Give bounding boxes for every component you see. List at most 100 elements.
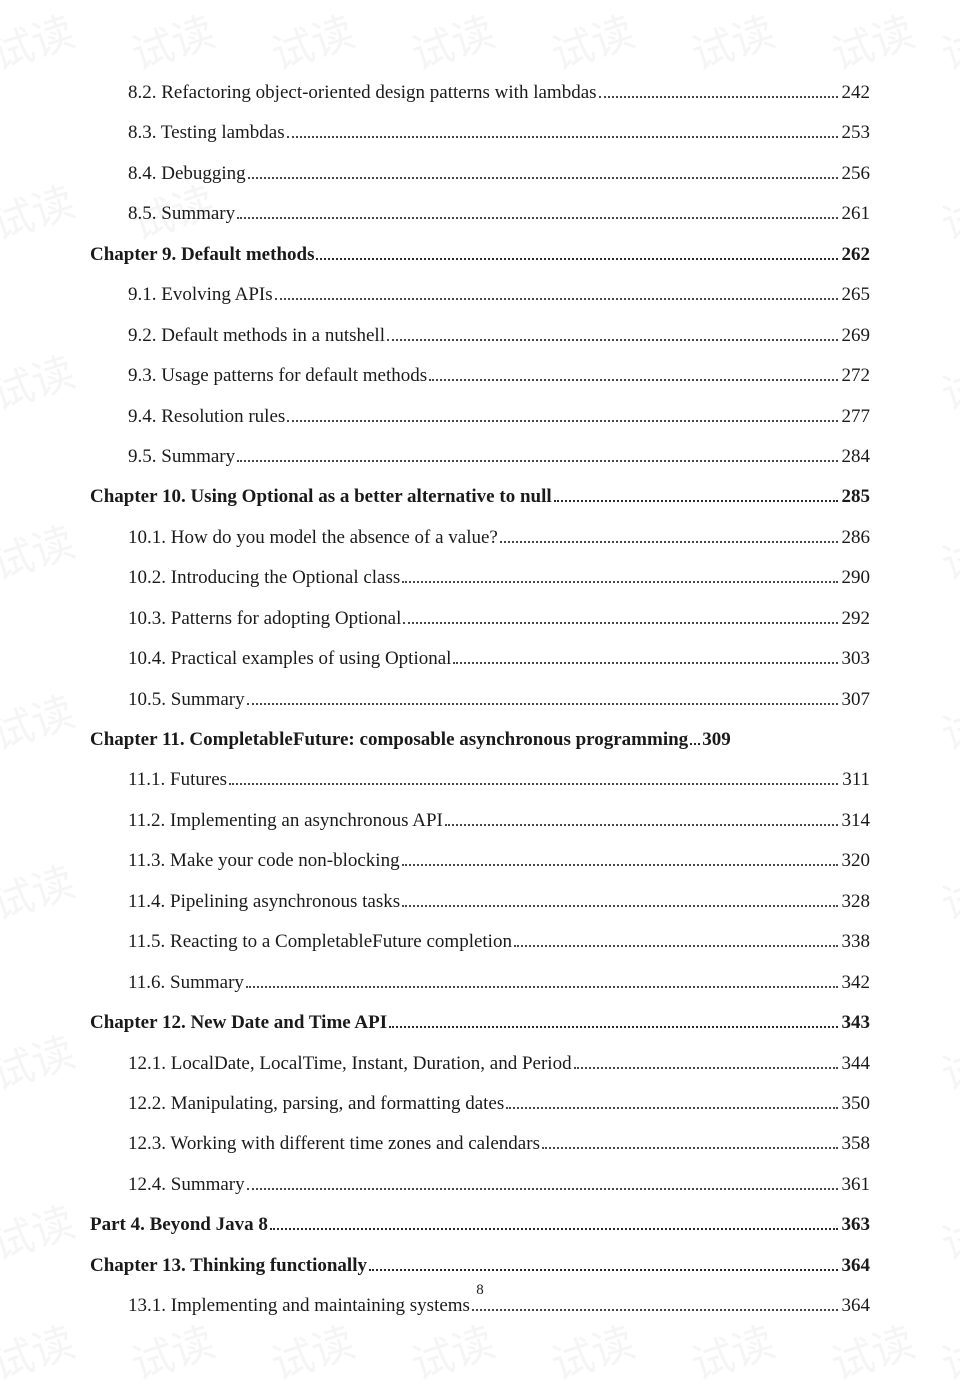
toc-entry: 11.2. Implementing an asynchronous API 31… (128, 806, 870, 835)
toc-page: 358 (842, 1129, 871, 1158)
toc-entry: 11.4. Pipelining asynchronous tasks 328 (128, 887, 870, 916)
toc-leader (403, 622, 837, 624)
toc-leader (229, 783, 838, 785)
toc-leader (429, 379, 837, 381)
toc-page: 343 (842, 1008, 871, 1037)
toc-title: 8.5. Summary (128, 199, 235, 228)
watermark-text: 试读 (403, 1309, 502, 1393)
toc-page: 292 (842, 604, 871, 633)
toc-page: 277 (842, 402, 871, 431)
toc-entry: 11.3. Make your code non-blocking 320 (128, 846, 870, 875)
toc-entry: 8.5. Summary 261 (128, 199, 870, 228)
toc-page: 290 (842, 563, 871, 592)
toc-leader (445, 824, 838, 826)
toc-entry: 10.3. Patterns for adopting Optional 292 (128, 604, 870, 633)
toc-title: 12.3. Working with different time zones … (128, 1129, 540, 1158)
toc-page: 269 (842, 321, 871, 350)
toc-entry: 11.6. Summary342 (128, 968, 870, 997)
toc-page: 286 (842, 523, 871, 552)
toc-leader (402, 864, 838, 866)
toc-leader (514, 945, 838, 947)
toc-title: 10.3. Patterns for adopting Optional (128, 604, 401, 633)
toc-entry: 11.5. Reacting to a CompletableFuture co… (128, 927, 870, 956)
toc-page: 361 (842, 1170, 871, 1199)
toc-title: 12.1. LocalDate, LocalTime, Instant, Dur… (128, 1049, 572, 1078)
watermark-text: 试读 (0, 1309, 81, 1393)
toc-leader (554, 500, 838, 502)
toc-page: 364 (842, 1251, 871, 1280)
toc-page: 284 (842, 442, 871, 471)
toc-page: 328 (842, 887, 871, 916)
toc-leader (574, 1067, 838, 1069)
toc-entry: 10.5. Summary 307 (128, 685, 870, 714)
toc-title: Chapter 10. Using Optional as a better a… (90, 482, 552, 511)
toc-leader (387, 339, 838, 341)
toc-entry: 9.1. Evolving APIs 265 (128, 280, 870, 309)
toc-entry: 12.2. Manipulating, parsing, and formatt… (128, 1089, 870, 1118)
toc-leader (690, 743, 700, 745)
watermark-text: 试读 (543, 1309, 642, 1393)
toc-entry: 12.4. Summary361 (128, 1170, 870, 1199)
toc-title: Chapter 13. Thinking functionally (90, 1251, 367, 1280)
toc-entry: 9.3. Usage patterns for default methods 2… (128, 361, 870, 390)
toc-leader (287, 420, 837, 422)
toc-entry: 12.3. Working with different time zones … (128, 1129, 870, 1158)
toc-title: 11.1. Futures (128, 765, 227, 794)
page-number: 8 (0, 1282, 960, 1299)
toc-leader (389, 1026, 837, 1028)
toc-entry: 10.2. Introducing the Optional class 290 (128, 563, 870, 592)
toc-title: 9.1. Evolving APIs (128, 280, 273, 309)
toc-leader (506, 1107, 837, 1109)
toc-entry: 10.4. Practical examples of using Option… (128, 644, 870, 673)
toc-title: 11.3. Make your code non-blocking (128, 846, 400, 875)
toc-page: 265 (842, 280, 871, 309)
toc-entry: 8.3. Testing lambdas253 (128, 118, 870, 147)
toc-title: Part 4. Beyond Java 8 (90, 1210, 268, 1239)
toc-page: 344 (842, 1049, 871, 1078)
toc-leader (453, 662, 837, 664)
toc-title: Chapter 12. New Date and Time API (90, 1008, 387, 1037)
toc-page: 303 (842, 644, 871, 673)
toc-title: 11.4. Pipelining asynchronous tasks (128, 887, 400, 916)
toc-page: 342 (842, 968, 871, 997)
table-of-contents: 8.2. Refactoring object-oriented design … (0, 0, 960, 1321)
toc-page: 272 (842, 361, 871, 390)
toc-title: 10.1. How do you model the absence of a … (128, 523, 498, 552)
toc-entry: 12.1. LocalDate, LocalTime, Instant, Dur… (128, 1049, 870, 1078)
toc-title: 10.2. Introducing the Optional class (128, 563, 400, 592)
toc-title: 8.4. Debugging (128, 159, 246, 188)
toc-page: 285 (842, 482, 871, 511)
toc-leader (402, 581, 837, 583)
toc-page: 314 (842, 806, 871, 835)
toc-title: 9.3. Usage patterns for default methods (128, 361, 427, 390)
toc-title: 11.5. Reacting to a CompletableFuture co… (128, 927, 512, 956)
toc-leader (275, 298, 838, 300)
toc-leader (542, 1147, 838, 1149)
toc-leader (247, 1188, 838, 1190)
toc-page: 320 (842, 846, 871, 875)
toc-title: 8.2. Refactoring object-oriented design … (128, 78, 597, 107)
watermark-text: 试读 (823, 1309, 922, 1393)
toc-page: 256 (842, 159, 871, 188)
toc-title: Chapter 9. Default methods (90, 240, 314, 269)
watermark-text: 试读 (683, 1309, 782, 1393)
watermark-text: 试读 (263, 1309, 362, 1393)
watermark-text: 试读 (123, 1309, 222, 1393)
toc-title: 10.5. Summary (128, 685, 245, 714)
toc-page: 307 (842, 685, 871, 714)
toc-page: 261 (842, 199, 871, 228)
toc-title: 9.2. Default methods in a nutshell (128, 321, 385, 350)
toc-leader (237, 460, 837, 462)
toc-title: Chapter 11. CompletableFuture: composabl… (90, 725, 688, 754)
toc-leader (237, 217, 837, 219)
watermark-text: 试读 (933, 1309, 960, 1393)
toc-entry: 11.1. Futures311 (128, 765, 870, 794)
toc-leader (599, 96, 838, 98)
toc-title: 9.4. Resolution rules (128, 402, 285, 431)
toc-page: 363 (842, 1210, 871, 1239)
toc-entry: Chapter 11. CompletableFuture: composabl… (90, 725, 870, 754)
toc-title: 11.2. Implementing an asynchronous API (128, 806, 443, 835)
toc-page: 309 (702, 725, 731, 754)
toc-entry: 8.2. Refactoring object-oriented design … (128, 78, 870, 107)
toc-title: 8.3. Testing lambdas (128, 118, 285, 147)
